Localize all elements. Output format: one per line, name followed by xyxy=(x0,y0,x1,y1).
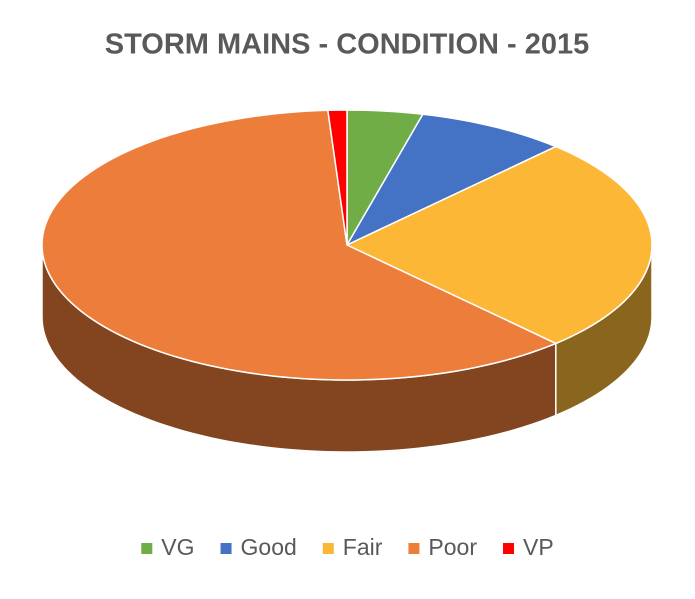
slice xyxy=(345,113,558,247)
slice xyxy=(326,109,348,246)
legend-marker xyxy=(322,543,334,554)
legend-label: Good xyxy=(241,534,297,560)
legend-item: Good xyxy=(220,534,297,560)
slice xyxy=(41,109,558,381)
pie xyxy=(41,109,653,453)
legend-label: VP xyxy=(523,534,554,560)
slice xyxy=(345,145,653,345)
legend-label: Fair xyxy=(343,534,383,560)
legend-item: VP xyxy=(503,534,554,560)
legend-marker xyxy=(408,543,420,554)
legend-marker xyxy=(141,543,153,554)
legend-label: Poor xyxy=(428,534,477,560)
legend-item: Fair xyxy=(322,534,383,560)
legend-marker xyxy=(503,543,515,554)
legend: VG Good Fair Poor VP xyxy=(141,534,554,560)
legend-marker xyxy=(220,543,232,554)
legend-item: Poor xyxy=(408,534,477,560)
chart-title: STORM MAINS - CONDITION - 2015 xyxy=(105,29,589,61)
legend-item: VG xyxy=(141,534,195,560)
legend-label: VG xyxy=(161,534,194,560)
